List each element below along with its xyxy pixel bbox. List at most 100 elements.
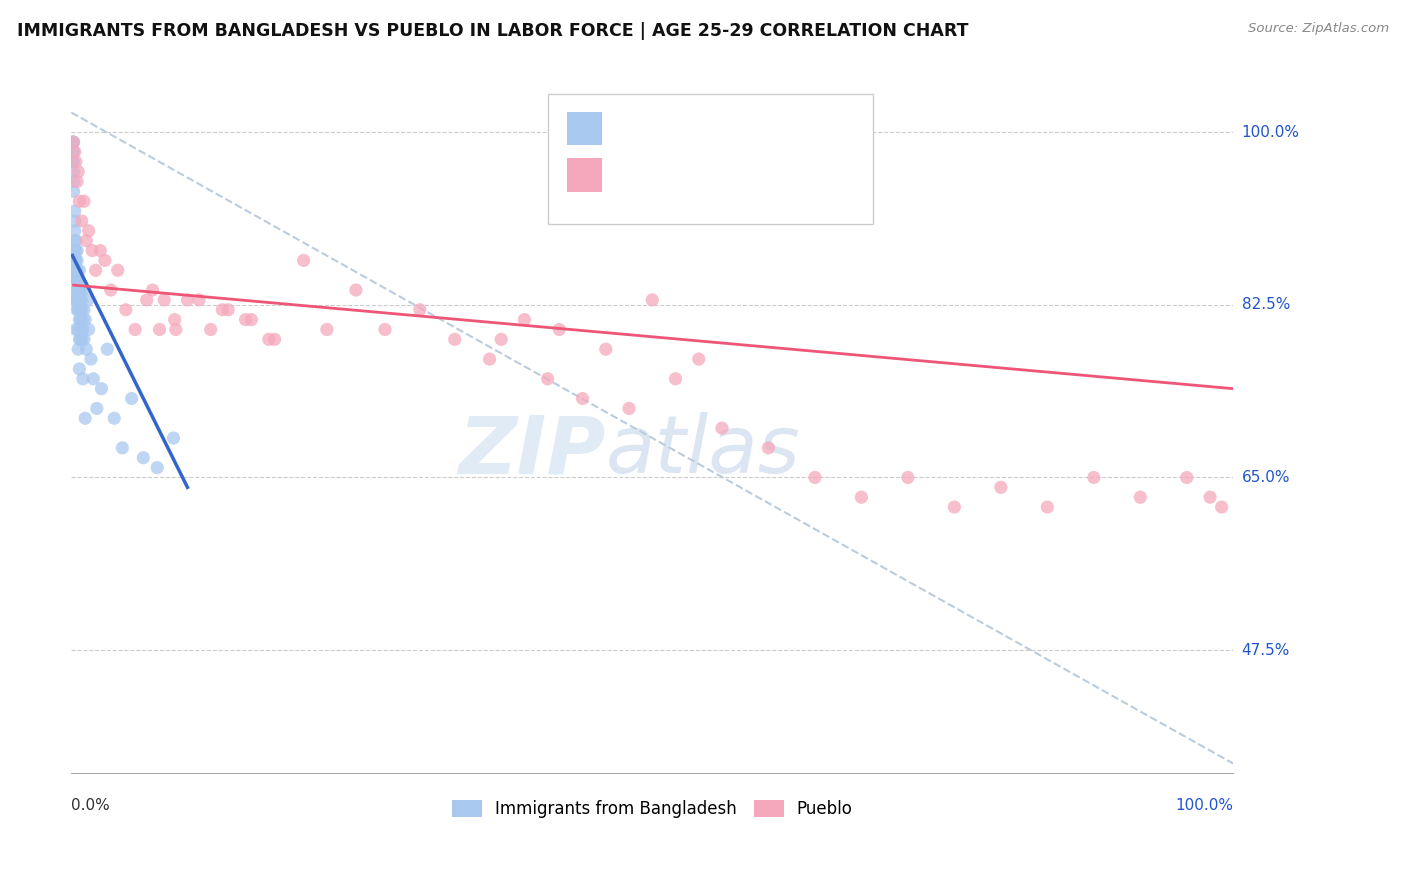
Point: [67, 322, 90, 336]
Point: [73, 194, 96, 209]
Point: [990, 480, 1012, 494]
Text: atlas: atlas: [606, 412, 800, 491]
Point: [943, 500, 966, 514]
Point: [135, 293, 157, 307]
Point: [90, 382, 112, 396]
Point: [67, 293, 90, 307]
Text: 0.0%: 0.0%: [72, 798, 110, 814]
Point: [73, 302, 96, 317]
Text: IMMIGRANTS FROM BANGLADESH VS PUEBLO IN LABOR FORCE | AGE 25-29 CORRELATION CHAR: IMMIGRANTS FROM BANGLADESH VS PUEBLO IN …: [17, 22, 969, 40]
Point: [571, 392, 593, 406]
Point: [1175, 470, 1198, 484]
Point: [75, 312, 97, 326]
Point: [163, 312, 186, 326]
Point: [62, 185, 84, 199]
Point: [73, 332, 96, 346]
Text: N = 75: N = 75: [776, 120, 839, 137]
Point: [235, 312, 257, 326]
Point: [67, 194, 90, 209]
FancyBboxPatch shape: [568, 112, 602, 145]
Point: [63, 214, 86, 228]
Point: [72, 322, 94, 336]
Point: [1083, 470, 1105, 484]
Point: [66, 244, 89, 258]
Point: [66, 273, 89, 287]
Text: R = -0.090: R = -0.090: [614, 166, 714, 185]
Point: [111, 441, 134, 455]
Point: [60, 135, 83, 149]
Point: [100, 283, 122, 297]
Point: [67, 332, 90, 346]
Point: [1199, 490, 1222, 504]
Text: 100.0%: 100.0%: [1241, 125, 1299, 140]
Point: [263, 332, 285, 346]
Point: [69, 283, 91, 297]
Point: [72, 283, 94, 297]
Point: [188, 293, 211, 307]
Point: [153, 293, 176, 307]
Point: [67, 164, 90, 178]
Point: [217, 302, 239, 317]
Point: [688, 352, 710, 367]
Text: 47.5%: 47.5%: [1241, 642, 1289, 657]
Point: [548, 322, 571, 336]
Point: [60, 154, 83, 169]
Point: [63, 204, 86, 219]
Point: [344, 283, 367, 297]
Point: [62, 145, 84, 159]
Point: [146, 460, 169, 475]
Point: [1129, 490, 1152, 504]
Point: [69, 312, 91, 326]
Point: [67, 342, 90, 356]
Point: [804, 470, 827, 484]
Point: [67, 362, 90, 376]
Point: [257, 332, 280, 346]
Point: [65, 253, 87, 268]
Text: R =  -0.278: R = -0.278: [614, 120, 724, 137]
Point: [94, 253, 117, 268]
Point: [69, 332, 91, 346]
Point: [66, 174, 89, 188]
Point: [63, 293, 86, 307]
Point: [65, 244, 87, 258]
Point: [63, 263, 86, 277]
Point: [851, 490, 873, 504]
Point: [70, 293, 93, 307]
Point: [165, 322, 187, 336]
Point: [75, 411, 97, 425]
Point: [84, 263, 107, 277]
Point: [710, 421, 733, 435]
Point: [67, 283, 90, 297]
Point: [537, 372, 560, 386]
Point: [75, 234, 97, 248]
Point: [121, 392, 143, 406]
Point: [1036, 500, 1059, 514]
Point: [65, 234, 87, 248]
Point: [66, 293, 89, 307]
Point: [67, 263, 90, 277]
Point: [62, 135, 84, 149]
Point: [66, 273, 89, 287]
Point: [63, 253, 86, 268]
Point: [115, 302, 138, 317]
Text: N = 63: N = 63: [776, 166, 839, 185]
Point: [67, 283, 90, 297]
Point: [63, 145, 86, 159]
Point: [142, 283, 165, 297]
Point: [63, 224, 86, 238]
Text: Source: ZipAtlas.com: Source: ZipAtlas.com: [1249, 22, 1389, 36]
Point: [641, 293, 664, 307]
Point: [595, 342, 617, 356]
Point: [69, 302, 91, 317]
Point: [77, 322, 100, 336]
Point: [292, 253, 315, 268]
Point: [70, 332, 93, 346]
Point: [513, 312, 536, 326]
Point: [409, 302, 432, 317]
Point: [69, 293, 91, 307]
Point: [758, 441, 780, 455]
Point: [63, 234, 86, 248]
Text: 100.0%: 100.0%: [1175, 798, 1233, 814]
Point: [67, 302, 90, 317]
Point: [65, 263, 87, 277]
